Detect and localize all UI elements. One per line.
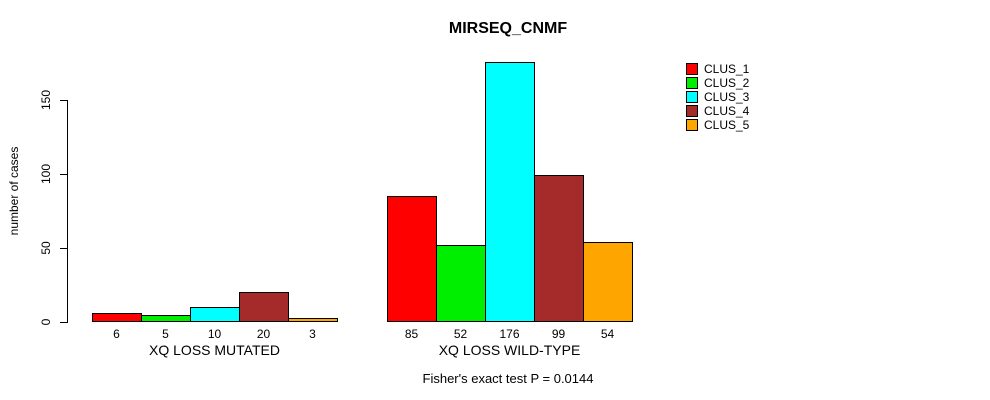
bar-clus_3-2 — [485, 62, 535, 322]
bar-value-label: 54 — [600, 327, 615, 341]
legend-item-label: CLUS_4 — [704, 104, 750, 118]
legend-item-label: CLUS_3 — [704, 90, 750, 104]
bar-clus_1-1 — [92, 313, 142, 322]
bar-clus_5-2 — [583, 242, 633, 322]
y-axis-label: number of cases — [7, 146, 21, 236]
group-label-2: XQ LOSS WILD-TYPE — [438, 342, 581, 358]
bar-clus_4-1 — [239, 292, 289, 322]
bar-clus_3-1 — [190, 307, 240, 322]
bar-clus_2-1 — [141, 315, 191, 322]
bar-value-label: 5 — [162, 327, 169, 341]
legend-swatch-icon — [686, 91, 698, 103]
legend-swatch-icon — [686, 105, 698, 117]
legend-item-clus_3: CLUS_3 — [686, 90, 749, 104]
bar-clus_1-2 — [387, 196, 437, 322]
bar-value-label: 52 — [453, 327, 468, 341]
legend-item-clus_1: CLUS_1 — [686, 62, 749, 76]
legend-swatch-icon — [686, 119, 698, 131]
y-axis-tick-label: 150 — [39, 89, 53, 111]
y-axis-line — [67, 100, 68, 323]
fisher-test-annotation: Fisher's exact test P = 0.0144 — [422, 371, 594, 386]
legend-item-label: CLUS_5 — [704, 118, 750, 132]
bar-clus_4-2 — [534, 175, 584, 322]
legend: CLUS_1 CLUS_2 CLUS_3 CLUS_4 CLUS_5 — [686, 62, 749, 132]
bar-value-label: 6 — [113, 327, 120, 341]
legend-item-clus_4: CLUS_4 — [686, 104, 749, 118]
legend-item-clus_2: CLUS_2 — [686, 76, 749, 90]
bar-value-label: 3 — [309, 327, 316, 341]
chart-title: MIRSEQ_CNMF — [448, 20, 568, 37]
y-axis-tick — [60, 174, 67, 175]
legend-item-label: CLUS_1 — [704, 62, 750, 76]
y-axis-tick — [60, 100, 67, 101]
bar-value-label: 85 — [404, 327, 419, 341]
y-axis-tick-label: 0 — [39, 318, 53, 326]
y-axis-tick — [60, 322, 67, 323]
y-axis-tick — [60, 248, 67, 249]
y-axis-tick-label: 100 — [39, 163, 53, 185]
y-axis-tick-label: 50 — [39, 241, 53, 255]
legend-item-label: CLUS_2 — [704, 76, 750, 90]
bar-value-label: 99 — [551, 327, 566, 341]
bar-value-label: 20 — [256, 327, 271, 341]
legend-swatch-icon — [686, 77, 698, 89]
bar-clus_5-1 — [288, 318, 338, 322]
group-label-1: XQ LOSS MUTATED — [149, 342, 280, 358]
bar-value-label: 176 — [499, 327, 520, 341]
bar-value-label: 10 — [207, 327, 222, 341]
bar-clus_2-2 — [436, 245, 486, 322]
legend-item-clus_5: CLUS_5 — [686, 118, 749, 132]
legend-swatch-icon — [686, 63, 698, 75]
